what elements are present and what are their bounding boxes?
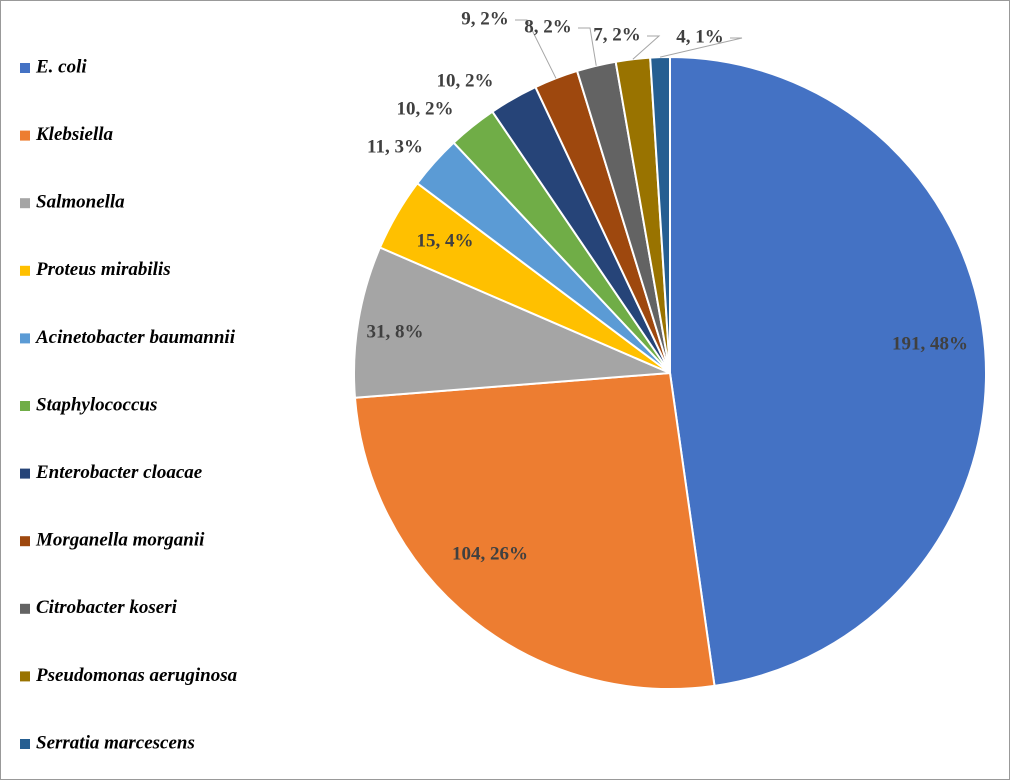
data-label: 10, 2% (437, 70, 494, 91)
legend-swatch (20, 468, 30, 479)
legend-label: Morganella morganii (35, 530, 205, 551)
data-label: 9, 2% (461, 8, 509, 29)
data-label: 191, 48% (892, 333, 968, 354)
legend-swatch (20, 130, 30, 141)
legend-label: Klebsiella (35, 124, 114, 145)
legend-swatch (20, 63, 30, 73)
data-label: 11, 3% (367, 136, 423, 157)
pie-slice (669, 55, 987, 687)
data-label: 31, 8% (367, 321, 424, 342)
leader-line (578, 27, 597, 66)
data-label: 15, 4% (417, 230, 474, 251)
legend-label: Serratia marcescens (36, 732, 195, 753)
pie-slice (353, 371, 716, 690)
legend-swatch (20, 603, 30, 614)
legend-label: Proteus mirabilis (35, 259, 171, 280)
pie-slice (649, 55, 671, 374)
leader-line (632, 35, 661, 60)
data-label: 8, 2% (524, 16, 572, 37)
legend-label: Staphylococcus (36, 394, 157, 415)
data-label: 10, 2% (397, 98, 454, 119)
legend-swatch (20, 198, 30, 209)
legend-swatch (20, 739, 30, 749)
legend-label: Enterobacter cloacae (35, 462, 203, 483)
legend-swatch (20, 401, 30, 411)
legend-swatch (20, 265, 30, 276)
leader-line (515, 19, 557, 79)
legend-swatch (20, 536, 30, 547)
legend-label: Acinetobacter baumannii (35, 327, 236, 348)
legend-swatch (20, 333, 30, 344)
legend-label: Pseudomonas aeruginosa (35, 665, 238, 686)
legend-swatch (20, 671, 30, 682)
pie-slice (353, 246, 671, 399)
legend-label: E. coli (35, 56, 87, 77)
data-label: 104, 26% (452, 543, 528, 564)
data-label: 7, 2% (593, 24, 641, 45)
legend-label: Salmonella (36, 192, 125, 213)
legend-label: Citrobacter koseri (36, 597, 178, 618)
leader-line (659, 37, 743, 58)
data-label: 4, 1% (676, 26, 724, 47)
